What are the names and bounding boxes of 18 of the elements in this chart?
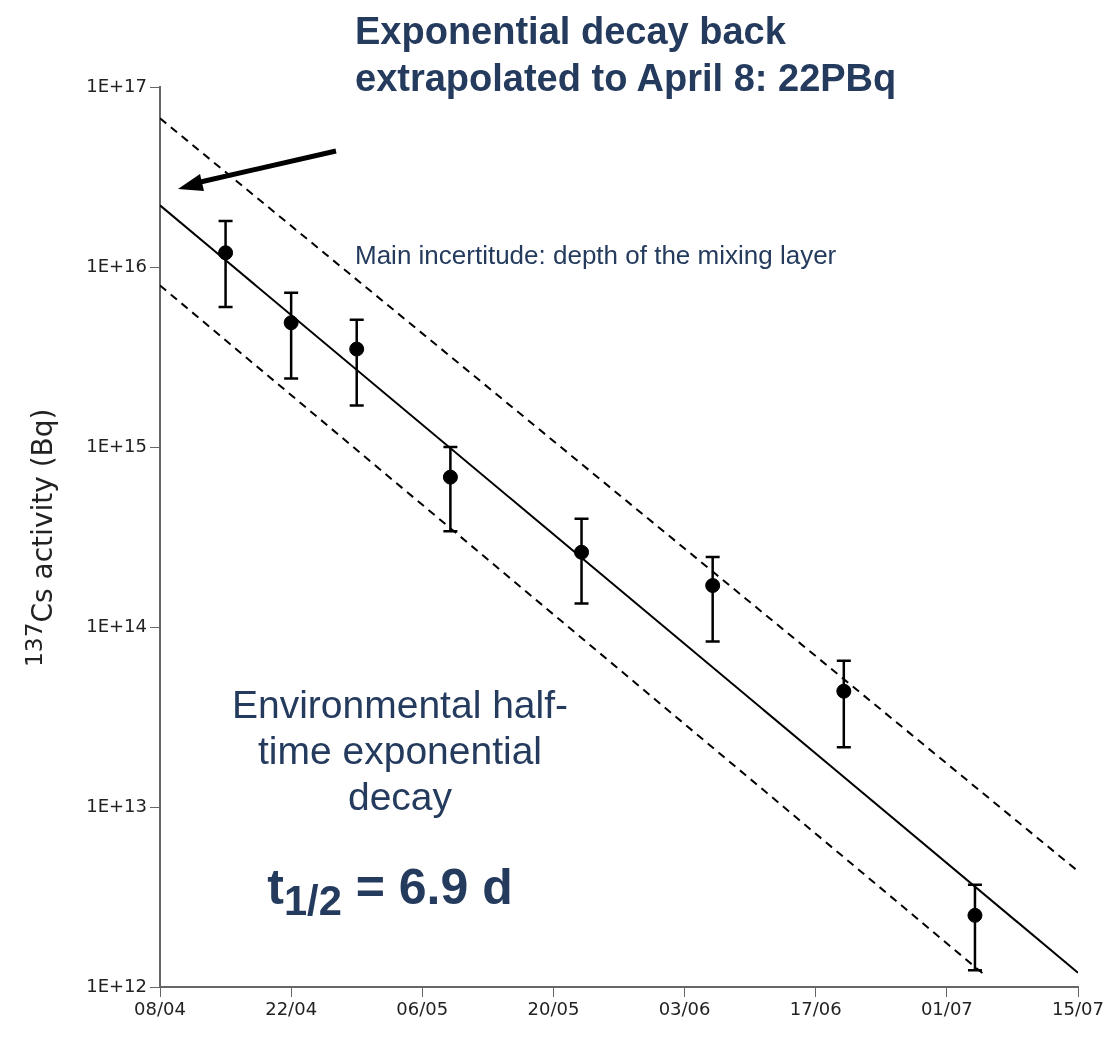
x-tick-label: 17/06 [789, 998, 842, 1020]
y-tick-label: 1E+12 [86, 974, 147, 996]
annotation: Exponential decay back extrapolated to April 8: 22PBq [355, 9, 898, 101]
y-tick-label: 1E+14 [86, 614, 147, 636]
annotation: Environmental half-time exponential decay [231, 682, 569, 820]
x-tick-label: 08/04 [134, 998, 186, 1020]
y-tick-label: 1E+15 [86, 434, 147, 456]
x-tick-label: 22/04 [265, 998, 318, 1020]
annotation: t$_{1/2}$ = 6.9 d [266, 858, 514, 925]
x-tick-label: 15/07 [1052, 998, 1104, 1020]
y-tick-label: 1E+17 [86, 74, 147, 96]
annotation: Main incertitude: depth of the mixing layer [355, 240, 837, 271]
y-tick-label: 1E+16 [86, 254, 147, 276]
x-tick-label: 20/05 [527, 998, 580, 1020]
x-tick-label: 03/06 [658, 998, 711, 1020]
y-tick-label: 1E+13 [86, 794, 147, 816]
x-tick-label: 06/05 [396, 998, 449, 1020]
x-tick-label: 01/07 [920, 998, 973, 1020]
